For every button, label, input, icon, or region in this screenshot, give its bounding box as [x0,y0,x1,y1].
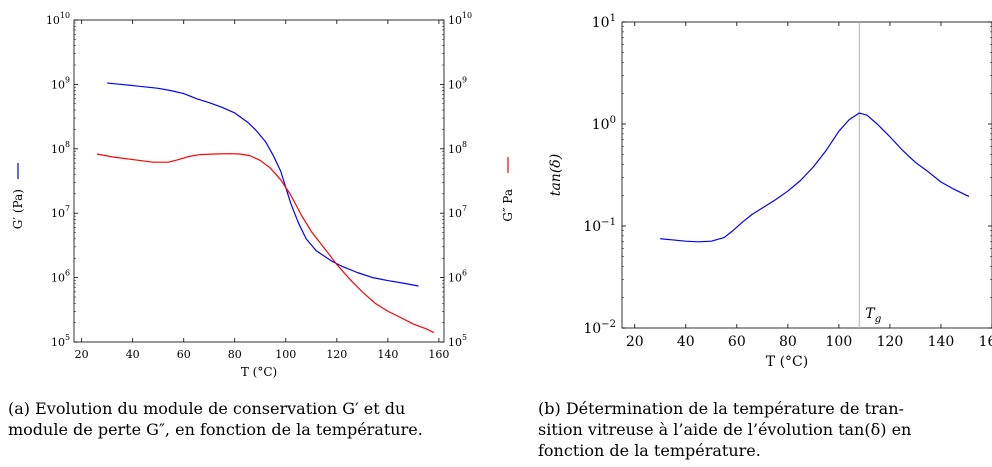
chart-b-x-axis-label: T (°C) [766,354,808,370]
chart-b-x-tick-label: 40 [677,334,695,350]
chart-a-y-tick-label-right-base: 10 [448,78,462,91]
caption-b: (b) Détermination de la température de t… [538,398,992,461]
chart-a-y-tick-label-left-base: 10 [51,336,65,349]
chart-b-y-tick-label: 10−1 [583,217,616,235]
chart-b-y-tick-label: 101 [592,13,616,31]
chart-a-y-tick-label-right-base: 10 [448,14,462,27]
chart-a-y-tick-label-left-base: 10 [51,143,65,156]
chart-a-y-tick-label-right-base: 10 [448,143,462,156]
chart-a-y-tick-label-left: 107 [51,204,70,220]
chart-a-y-tick-label-right-base: 10 [448,336,462,349]
chart-b-x-tick-label: 140 [928,334,955,350]
caption-a: (a) Evolution du module de conservation … [8,398,508,440]
chart-a-y-tick-label-left-exp: 7 [65,204,70,213]
chart-b-y-tick-label-base: 10 [592,117,610,133]
chart-b-tg-label-main: T [865,306,876,322]
chart-a-x-tick-label: 20 [75,348,89,361]
chart-a-y-tick-label-right: 107 [448,204,467,220]
chart-a-y-tick-label-right-exp: 6 [462,269,467,278]
chart-a-y-tick-label-left: 109 [51,75,70,91]
chart-a-y-tick-label-right-exp: 5 [462,333,467,342]
chart-a-y-tick-label-right: 109 [448,75,467,91]
chart-b-y-tick-label-exp: 0 [610,115,616,126]
chart-a-y-tick-label-left: 108 [51,140,70,156]
chart-a-x-tick-label: 60 [177,348,191,361]
caption-a-line-1: (a) Evolution du module de conservation … [8,399,406,418]
chart-a-y-tick-label-left-exp: 8 [65,140,70,149]
chart-b-x-tick-label: 160 [979,334,992,350]
chart-b-tg-label-sub: g [875,313,882,325]
chart-a-x-tick-label: 40 [126,348,140,361]
chart-a-y-tick-label-right-base: 10 [448,272,462,285]
caption-b-line-1: (b) Détermination de la température de t… [538,399,904,418]
chart-b-y-axis-label: tan(δ) [548,154,564,196]
chart-a-x-tick-label: 120 [326,348,347,361]
chart-a-series-2 [96,153,435,334]
chart-a-frame [73,19,445,343]
chart-a-y-tick-label-left: 105 [51,333,70,349]
chart-b-series-1 [660,112,970,243]
chart-a-x-tick-label: 80 [228,348,242,361]
chart-b-x-tick-label: 100 [826,334,853,350]
chart-a-y-tick-label-left-base: 10 [46,14,60,27]
chart-b-y-tick-label-base: 10 [592,15,610,31]
chart-a-y-tick-label-right: 106 [448,269,467,285]
caption-b-line-2: sition vitreuse à l’aide de l’évolution … [538,420,912,439]
chart-b-y-tick-label-base: 10 [583,321,601,337]
chart-b-y-tick-label: 10−2 [583,319,616,337]
chart-a-x-tick-label: 160 [428,348,449,361]
chart-b-x-tick-label: 120 [877,334,904,350]
chart-b-tg-label: Tg [865,306,881,325]
chart-a-x-tick-label: 140 [377,348,398,361]
chart-b-x-tick-label: 60 [728,334,746,350]
chart-a-y-tick-label-left-exp: 9 [65,75,70,84]
chart-b-frame [621,21,992,329]
chart-a-y-tick-label-left: 1010 [46,11,70,27]
chart-a-y-tick-label-left: 106 [51,269,70,285]
chart-a-y-tick-label-right: 1010 [448,11,472,27]
chart-b-x-tick-label: 20 [626,334,644,350]
chart-a-y-tick-label-left-exp: 5 [65,333,70,342]
chart-a-y-tick-label-right-exp: 10 [462,11,472,20]
chart-a-y-tick-label-right-exp: 7 [462,204,467,213]
chart-b-y-tick-label-exp: −2 [601,319,616,330]
chart-a-y-axis-label-left: G′ (Pa) [11,189,25,229]
caption-b-line-3: fonction de la température. [538,441,761,460]
chart-a-series-1 [107,82,419,287]
chart-a-y-tick-label-left-base: 10 [51,78,65,91]
chart-a-y-tick-label-left-base: 10 [51,272,65,285]
chart-a-y-tick-label-right-base: 10 [448,207,462,220]
chart-a-y-tick-label-right-exp: 9 [462,75,467,84]
chart-a-y-tick-label-right: 108 [448,140,467,156]
chart-b-y-tick-label-exp: −1 [601,217,616,228]
chart-b-y-tick-label-exp: 1 [610,13,616,24]
chart-a-y-tick-label-right-exp: 8 [462,140,467,149]
chart-a-y-axis-label-right: G″ Pa [501,189,515,222]
chart-a-y-tick-label-left-base: 10 [51,207,65,220]
chart-a-y-tick-label-left-exp: 10 [60,11,70,20]
chart-a-y-tick-label-left-exp: 6 [65,269,70,278]
chart-b-x-tick-label: 80 [779,334,797,350]
chart-b-y-tick-label: 100 [592,115,616,133]
caption-a-line-2: module de perte G″, en fonction de la te… [8,420,423,439]
chart-a-x-tick-label: 100 [275,348,296,361]
chart-b-y-tick-label-base: 10 [583,219,601,235]
chart-a-y-tick-label-right: 105 [448,333,467,349]
chart-a-x-axis-label: T (°C) [241,365,277,379]
